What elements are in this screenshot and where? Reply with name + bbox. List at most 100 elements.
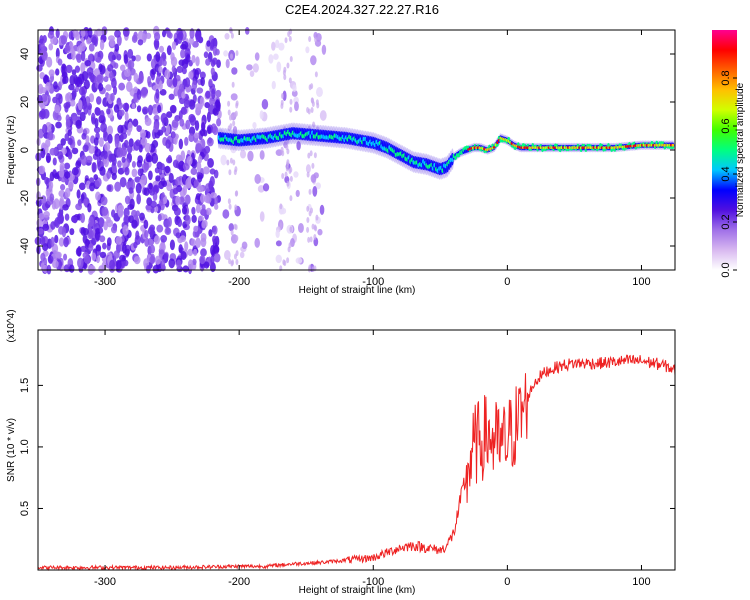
spectrogram-noise-cell (131, 161, 136, 168)
spectrogram-noise-cell (42, 243, 49, 252)
spectrogram-noise-cell (216, 117, 222, 127)
spectrogram-y-tick-label: -20 (19, 190, 31, 206)
spectrogram-noise-cell (62, 204, 69, 211)
spectrogram-noise-cell (188, 113, 196, 123)
spectrogram-noise-cell (188, 99, 196, 110)
spectrogram-streak-cell (234, 204, 238, 211)
spectrogram-noise-cell (210, 67, 215, 76)
spectrogram-noise-cell (166, 31, 172, 38)
spectrogram-noise-cell (112, 85, 118, 96)
spectrogram-noise-cell (64, 213, 70, 221)
spectrogram-noise-cell (127, 59, 135, 70)
spectrogram-noise-cell (138, 144, 143, 153)
spectrogram-noise-cell (153, 123, 160, 133)
spectrogram-noise-cell (131, 34, 138, 43)
spectrogram-streak-cell (235, 102, 239, 109)
spectrogram-noise-cell (63, 237, 69, 248)
spectrogram-noise-cell (167, 155, 172, 164)
spectrogram-noise-cell (80, 154, 88, 166)
spectrogram-noise-cell (151, 68, 157, 75)
spectrogram-streak-cell (280, 102, 284, 109)
spectrogram-noise-cell (59, 162, 65, 172)
spectrogram-noise-cell (168, 258, 176, 269)
spectrogram-noise-cell (88, 243, 94, 252)
spectrogram-noise-cell (54, 234, 59, 244)
spectrogram-streak-cell (306, 217, 310, 224)
spectrogram-noise-cell (114, 43, 120, 52)
spectrogram-noise-cell (49, 171, 55, 182)
spectrogram-noise-cell (133, 241, 138, 249)
spectrogram-noise-cell (71, 49, 76, 61)
spectrogram-noise-cell (68, 83, 75, 91)
snr-y-tick-label: 1.0 (19, 439, 31, 454)
spectrogram-noise-cell (195, 35, 200, 43)
spectrogram-noise-cell (56, 114, 62, 122)
spectrogram-noise-cell (230, 93, 238, 101)
spectrogram-noise-cell (223, 50, 229, 57)
spectrogram-noise-cell (36, 137, 41, 147)
spectrogram-x-tick-label: 100 (632, 276, 650, 288)
spectrogram-noise-cell (179, 118, 185, 127)
spectrogram-noise-cell (268, 54, 274, 64)
spectrogram-noise-cell (76, 45, 83, 54)
spectrogram-noise-cell (179, 97, 186, 105)
spectrogram-streak-cell (235, 250, 239, 257)
spectrogram-noise-cell (104, 141, 111, 152)
spectrogram-noise-cell (196, 161, 202, 172)
spectrogram-noise-cell (62, 76, 67, 85)
colorbar: 0.0 0.2 0.4 0.6 0.8 Normalized spectral ampl… (712, 30, 746, 278)
spectrogram-noise-cell (106, 170, 112, 180)
spectrogram-ridge-cells (217, 122, 675, 180)
spectrogram-streak-cell (316, 102, 320, 109)
spectrogram-noise-cell (42, 123, 48, 135)
spectrogram-noise-cell (197, 103, 203, 110)
spectrogram-noise-cell (103, 131, 109, 142)
spectrogram-noise-cell (310, 55, 317, 66)
spectrogram-noise-cell (146, 264, 151, 274)
spectrogram-noise-cell (213, 196, 219, 205)
snr-x-axis-label: Height of straight line (km) (299, 585, 416, 596)
spectrogram-streak-cell (232, 159, 236, 166)
spectrogram-noise-cell (208, 229, 213, 237)
spectrogram-noise-cell (93, 137, 99, 146)
spectrogram-noise-cell (42, 223, 50, 232)
spectrogram-noise-cell (122, 102, 130, 111)
spectrogram-noise-cell (239, 251, 245, 259)
spectrogram-noise-cell (83, 255, 91, 264)
spectrogram-noise-cell (254, 237, 260, 248)
spectrogram-noise-cell (54, 104, 61, 114)
spectrogram-streak-cell (234, 190, 238, 197)
spectrogram-noise-cell (106, 108, 111, 115)
spectrogram-noise-cell (95, 228, 100, 235)
spectrogram-y-axis-label: Frequency (Hz) (6, 116, 17, 185)
spectrogram-streak-cell (230, 114, 234, 121)
spectrogram-streak-cell (289, 226, 293, 233)
spectrogram-noise-cell (206, 137, 214, 147)
colorbar-label: Normalized spectral amplitude (735, 82, 746, 217)
spectrogram-noise-cell (131, 103, 136, 110)
spectrogram-noise-cell (55, 28, 60, 39)
spectrogram-noise-cell (185, 119, 191, 130)
spectrogram-noise-cell (88, 145, 96, 154)
spectrogram-noise-cell (158, 199, 164, 207)
spectrogram-streak-cell (286, 159, 290, 166)
spectrogram-noise-cell (120, 261, 125, 269)
spectrogram-noise-cell (131, 55, 136, 62)
colorbar-tick-label: 0.0 (720, 262, 732, 277)
snr-x-tick-label: 0 (504, 576, 510, 588)
spectrogram-noise-cell (120, 132, 128, 140)
spectrogram-noise-cell (145, 152, 152, 163)
spectrogram-noise-cell (80, 28, 86, 38)
spectrogram-streak-cell (288, 77, 292, 84)
spectrogram-noise-cell (172, 187, 179, 195)
spectrogram-noise-cell (77, 139, 82, 146)
spectrogram-noise-cell (71, 147, 79, 155)
spectrogram-noise-cell (317, 228, 323, 236)
spectrogram-noise-cell (154, 39, 160, 51)
spectrogram-streak-cell (284, 37, 288, 44)
spectrogram-streak-cell (228, 203, 232, 210)
spectrogram-noise-cell (52, 96, 58, 104)
spectrogram-noise-cell (180, 43, 187, 50)
spectrogram-noise-cell (185, 54, 191, 63)
